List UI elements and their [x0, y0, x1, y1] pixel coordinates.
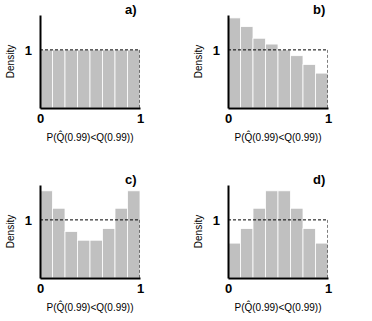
panel-title: d)	[313, 172, 325, 187]
bar	[316, 243, 329, 278]
y-axis-line	[40, 16, 42, 109]
bar	[90, 240, 103, 278]
y-tick: 1	[213, 43, 228, 58]
plot-area	[228, 18, 328, 108]
bar	[103, 229, 116, 278]
bar	[128, 50, 141, 108]
x-axis-line	[41, 278, 141, 280]
y-axis-line	[228, 186, 230, 279]
x-axis: 01	[37, 278, 144, 296]
bar	[128, 191, 141, 278]
bar	[53, 208, 66, 278]
plot-area	[40, 191, 140, 278]
bar	[228, 18, 241, 108]
x-tick: 0	[225, 108, 232, 126]
x-tick-label: 1	[325, 111, 332, 126]
x-axis-label: P(Q̂(0.99)<Q(0.99))	[235, 130, 322, 143]
bar	[65, 50, 78, 108]
x-tick-label: 0	[37, 111, 44, 126]
reference-line	[40, 220, 140, 278]
bar	[228, 243, 241, 278]
bar	[65, 232, 78, 279]
y-tick: 1	[25, 213, 40, 228]
bar	[78, 240, 91, 278]
bar	[40, 191, 53, 278]
y-tick: 1	[25, 43, 40, 58]
bar	[303, 64, 316, 108]
bar	[291, 208, 304, 278]
y-tick-label: 1	[25, 43, 32, 58]
bar	[103, 50, 116, 108]
bar	[115, 208, 128, 278]
x-axis-label: P(Q̂(0.99)<Q(0.99))	[47, 130, 134, 143]
bar	[241, 27, 254, 108]
y-axis: 1	[213, 16, 229, 109]
x-tick: 1	[137, 108, 144, 126]
x-tick: 1	[325, 278, 332, 296]
x-axis-label: P(Q̂(0.99)<Q(0.99))	[235, 300, 322, 313]
x-tick-label: 1	[325, 281, 332, 296]
panel: 011c)P(Q̂(0.99)<Q(0.99))Density	[5, 172, 144, 313]
bar	[53, 50, 66, 108]
x-axis: 01	[225, 278, 332, 296]
y-tick: 1	[213, 213, 228, 228]
bar	[303, 229, 316, 278]
bar	[253, 208, 266, 278]
x-tick-label: 0	[37, 281, 44, 296]
bar	[266, 44, 279, 108]
bar	[115, 50, 128, 108]
panel-title: a)	[125, 2, 137, 17]
y-axis: 1	[25, 186, 41, 279]
bar	[316, 73, 329, 108]
x-tick-label: 0	[225, 281, 232, 296]
bar	[278, 191, 291, 278]
bar	[278, 50, 291, 108]
bar	[40, 50, 53, 108]
panel: 011d)P(Q̂(0.99)<Q(0.99))Density	[193, 172, 332, 313]
bar	[266, 191, 279, 278]
reference-line	[228, 220, 328, 278]
bar	[78, 50, 91, 108]
x-axis-line	[229, 278, 329, 280]
x-tick-label: 0	[225, 111, 232, 126]
panel: 011b)P(Q̂(0.99)<Q(0.99))Density	[193, 2, 332, 143]
x-axis-label: P(Q̂(0.99)<Q(0.99))	[47, 300, 134, 313]
y-axis: 1	[25, 16, 41, 109]
y-axis-label: Density	[193, 215, 204, 248]
y-axis: 1	[213, 186, 229, 279]
y-tick-label: 1	[213, 43, 220, 58]
figure: 011a)P(Q̂(0.99)<Q(0.99))Density011b)P(Q̂…	[0, 0, 372, 321]
y-tick-label: 1	[213, 213, 220, 228]
x-tick: 0	[37, 108, 44, 126]
x-tick-label: 1	[137, 281, 144, 296]
x-axis-line	[229, 108, 329, 110]
plot-area	[40, 50, 140, 108]
x-tick: 0	[37, 278, 44, 296]
y-axis-label: Density	[5, 215, 16, 248]
y-axis-line	[40, 186, 42, 279]
x-axis: 01	[37, 108, 144, 126]
bar	[291, 56, 304, 108]
x-tick: 0	[225, 278, 232, 296]
y-axis-label: Density	[5, 45, 16, 78]
panel-title: c)	[125, 172, 137, 187]
bar	[253, 38, 266, 108]
x-tick: 1	[325, 108, 332, 126]
panel-title: b)	[313, 2, 325, 17]
y-axis-label: Density	[193, 45, 204, 78]
reference-line	[40, 50, 140, 108]
bar	[241, 229, 254, 278]
plot-area	[228, 191, 328, 278]
x-axis-line	[41, 108, 141, 110]
reference-line	[228, 50, 328, 108]
y-axis-line	[228, 16, 230, 109]
bar	[90, 50, 103, 108]
panel: 011a)P(Q̂(0.99)<Q(0.99))Density	[5, 2, 144, 143]
y-tick-label: 1	[25, 213, 32, 228]
x-axis: 01	[225, 108, 332, 126]
x-tick-label: 1	[137, 111, 144, 126]
x-tick: 1	[137, 278, 144, 296]
